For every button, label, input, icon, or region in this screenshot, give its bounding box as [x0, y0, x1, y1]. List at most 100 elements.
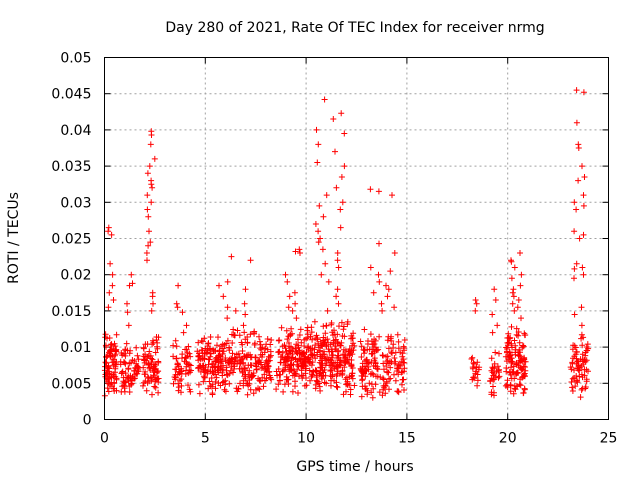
data-point [571, 228, 578, 235]
data-point [368, 389, 375, 396]
data-point [292, 300, 299, 307]
data-point [222, 377, 229, 384]
data-point [149, 391, 155, 398]
data-point [331, 327, 337, 334]
data-point [213, 359, 219, 365]
data-point [370, 385, 377, 392]
data-point [470, 359, 477, 366]
data-point [357, 338, 364, 345]
data-point [376, 278, 383, 285]
data-point [288, 355, 295, 362]
data-point [320, 323, 327, 330]
data-point [292, 378, 298, 385]
data-point [508, 323, 515, 330]
y-tick-label: 0.035 [51, 159, 91, 175]
data-point [148, 132, 155, 138]
axis-ticks: 0 5 10 15 20 25 0 0.005 0.01 0.015 0.02 0.025 0.03 0.… [51, 51, 617, 447]
data-point [155, 389, 162, 396]
data-point [391, 355, 398, 361]
data-point [142, 341, 149, 348]
data-point [308, 371, 315, 378]
data-point [293, 341, 300, 348]
data-point [174, 304, 181, 311]
data-point [308, 362, 315, 369]
data-point [520, 343, 527, 350]
data-point [515, 329, 522, 335]
data-point [122, 352, 129, 359]
data-point [377, 374, 384, 381]
data-point [335, 347, 342, 354]
data-point [330, 332, 336, 339]
data-point [573, 260, 580, 267]
data-point [517, 365, 524, 372]
data-point [121, 388, 128, 395]
data-point [516, 339, 523, 346]
data-point [581, 174, 588, 180]
data-point [521, 354, 528, 361]
data-point [204, 346, 211, 353]
data-point [260, 383, 267, 390]
data-point [391, 304, 398, 311]
data-point [517, 353, 524, 360]
data-point [258, 361, 265, 368]
data-point [224, 315, 231, 322]
data-point [508, 275, 515, 282]
data-point [327, 362, 334, 369]
data-point [361, 350, 368, 357]
data-point [312, 367, 319, 374]
data-point [151, 368, 158, 375]
data-point [288, 361, 295, 368]
data-point [332, 359, 339, 366]
data-point [184, 353, 191, 360]
data-point [395, 371, 402, 378]
data-point [231, 332, 238, 339]
data-point [494, 363, 501, 370]
data-point [128, 381, 135, 388]
data-point [145, 213, 152, 220]
data-point [492, 297, 499, 303]
data-point [333, 372, 340, 379]
data-point [196, 390, 203, 397]
data-point [240, 360, 247, 367]
data-point [170, 353, 177, 360]
data-point [107, 381, 114, 388]
data-point [106, 365, 113, 372]
data-point [241, 329, 248, 336]
data-point [505, 339, 512, 346]
data-point [382, 390, 389, 397]
data-point [469, 354, 476, 361]
chart-title: Day 280 of 2021, Rate Of TEC Index for r… [165, 20, 544, 36]
data-point [110, 297, 117, 303]
data-point [328, 367, 335, 373]
data-point [206, 378, 213, 385]
data-point [384, 359, 390, 365]
data-point [571, 367, 577, 374]
data-point [134, 352, 141, 359]
data-point [364, 360, 371, 367]
data-point [285, 304, 292, 311]
data-point [143, 250, 150, 256]
data-point [372, 360, 379, 367]
data-point [509, 368, 516, 375]
data-point [474, 377, 481, 384]
data-point [288, 325, 295, 332]
data-point [503, 365, 510, 371]
data-point [178, 389, 184, 396]
data-point [359, 376, 366, 383]
data-point [569, 375, 576, 382]
data-point [306, 367, 313, 374]
data-point [153, 334, 160, 340]
data-point [241, 300, 248, 307]
data-point [321, 96, 328, 103]
data-point [401, 387, 407, 393]
data-point [468, 356, 475, 362]
data-point [511, 307, 518, 314]
data-point [256, 338, 263, 345]
data-point [140, 382, 146, 389]
data-point [367, 264, 374, 271]
data-point [275, 349, 282, 356]
data-point [578, 335, 585, 342]
data-point [339, 372, 346, 378]
data-point [142, 368, 149, 375]
